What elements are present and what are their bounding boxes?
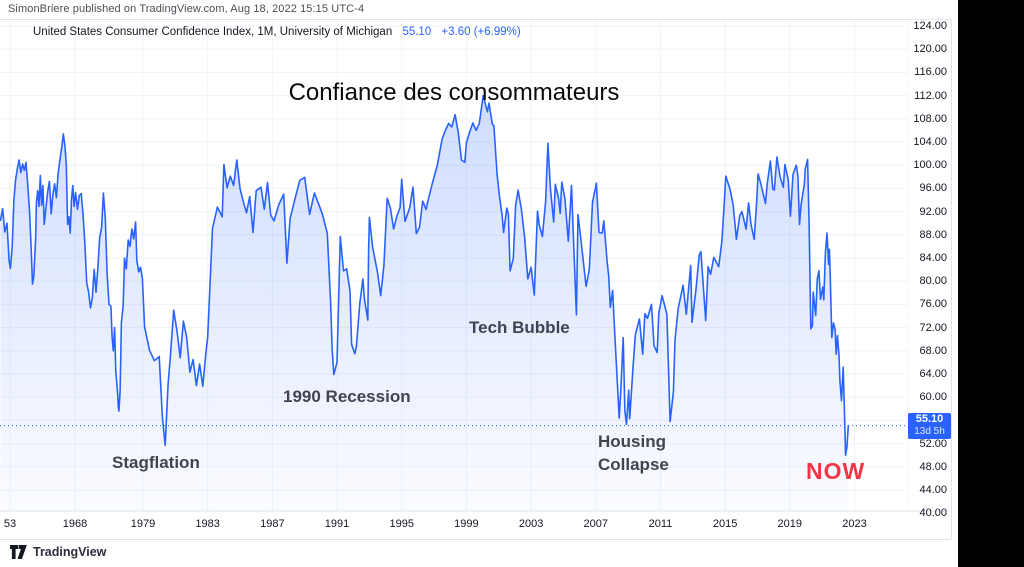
area-fill <box>0 95 849 511</box>
y-tick-label: 40.00 <box>919 507 947 520</box>
legend-last-value: 55.10 <box>402 26 432 38</box>
annotation-housing-collapse: Housing Collapse <box>598 432 669 474</box>
y-tick-label: 72.00 <box>919 321 947 334</box>
annotation-1990-recession: 1990 Recession <box>283 387 411 406</box>
legend-row: United States Consumer Confidence Index,… <box>33 26 521 38</box>
x-tick-label: 2015 <box>712 518 738 530</box>
y-tick-label: 68.00 <box>919 344 947 357</box>
x-tick-label: 1979 <box>130 518 156 530</box>
y-tick-label: 112.00 <box>914 89 947 102</box>
last-price-value: 55.10 <box>915 412 944 425</box>
chart-panel: United States Consumer Confidence Index,… <box>0 19 952 540</box>
x-tick-label: 53 <box>3 518 17 530</box>
x-tick-label: 2007 <box>583 518 608 530</box>
y-tick-label: 80.00 <box>919 275 947 288</box>
y-tick-label: 48.00 <box>919 460 947 473</box>
y-tick-label: 88.00 <box>919 228 947 241</box>
x-tick-label: 2011 <box>648 518 673 530</box>
y-tick-label: 92.00 <box>919 205 947 218</box>
x-tick-label: 2003 <box>518 518 544 530</box>
y-tick-label: 124.00 <box>913 20 947 32</box>
x-tick-label: 1983 <box>195 518 220 530</box>
right-black-bar <box>958 0 1024 567</box>
y-tick-label: 96.00 <box>919 182 947 195</box>
attribution-text: SimonBriere published on TradingView.com… <box>8 3 365 15</box>
y-tick-label: 44.00 <box>919 484 947 496</box>
legend-change: +3.60 (+6.99%) <box>441 26 521 38</box>
y-tick-label: 60.00 <box>919 391 947 404</box>
price-chart-plot[interactable] <box>0 20 951 539</box>
annotation-stagflation: Stagflation <box>112 453 200 472</box>
y-tick-label: 76.00 <box>919 298 947 311</box>
y-tick-label: 108.00 <box>913 112 947 125</box>
x-tick-label: 1987 <box>260 518 285 530</box>
tradingview-logo-text[interactable]: TradingView <box>33 545 107 559</box>
price-line-series <box>0 94 850 456</box>
symbol-title[interactable]: United States Consumer Confidence Index,… <box>33 26 393 38</box>
annotation-now: NOW <box>806 458 866 484</box>
y-tick-label: 116.00 <box>914 66 947 79</box>
watermark-title: Confiance des consommateurs <box>288 79 620 106</box>
bar-countdown: 13d 5h <box>914 425 945 437</box>
x-tick-label: 1995 <box>389 518 414 530</box>
last-price-label: 55.10 13d 5h <box>908 412 951 439</box>
x-tick-label: 2023 <box>842 518 867 530</box>
x-tick-label: 1968 <box>62 518 88 530</box>
x-tick-label: 1999 <box>454 518 479 530</box>
y-tick-label: 104.00 <box>913 136 947 148</box>
annotation-tech-bubble: Tech Bubble <box>469 318 570 337</box>
footer: TradingView <box>10 545 106 559</box>
y-tick-label: 100.00 <box>913 159 947 172</box>
y-tick-label: 64.00 <box>919 368 947 380</box>
tradingview-logo-icon[interactable] <box>10 545 27 559</box>
x-tick-label: 2019 <box>777 518 803 530</box>
y-tick-label: 84.00 <box>919 252 947 264</box>
y-tick-label: 52.00 <box>919 437 947 450</box>
y-tick-label: 120.00 <box>913 43 947 56</box>
x-tick-label: 1991 <box>324 518 350 530</box>
